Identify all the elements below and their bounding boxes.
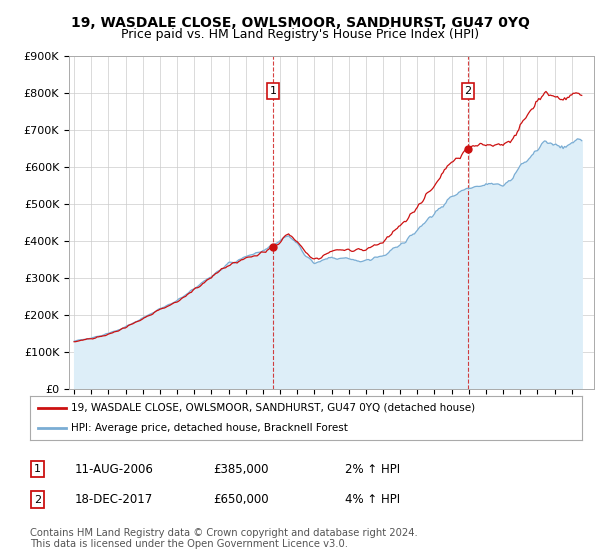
Text: 11-AUG-2006: 11-AUG-2006 bbox=[75, 463, 154, 476]
Text: 4% ↑ HPI: 4% ↑ HPI bbox=[345, 493, 400, 506]
Text: Price paid vs. HM Land Registry's House Price Index (HPI): Price paid vs. HM Land Registry's House … bbox=[121, 28, 479, 41]
Text: 18-DEC-2017: 18-DEC-2017 bbox=[75, 493, 153, 506]
Text: 1: 1 bbox=[34, 464, 41, 474]
Text: £650,000: £650,000 bbox=[213, 493, 269, 506]
Text: £385,000: £385,000 bbox=[213, 463, 269, 476]
Text: 19, WASDALE CLOSE, OWLSMOOR, SANDHURST, GU47 0YQ: 19, WASDALE CLOSE, OWLSMOOR, SANDHURST, … bbox=[71, 16, 529, 30]
Text: HPI: Average price, detached house, Bracknell Forest: HPI: Average price, detached house, Brac… bbox=[71, 423, 348, 433]
Text: 2: 2 bbox=[464, 86, 472, 96]
Text: Contains HM Land Registry data © Crown copyright and database right 2024.
This d: Contains HM Land Registry data © Crown c… bbox=[30, 528, 418, 549]
Text: 1: 1 bbox=[269, 86, 277, 96]
Text: 19, WASDALE CLOSE, OWLSMOOR, SANDHURST, GU47 0YQ (detached house): 19, WASDALE CLOSE, OWLSMOOR, SANDHURST, … bbox=[71, 403, 476, 413]
Text: 2% ↑ HPI: 2% ↑ HPI bbox=[345, 463, 400, 476]
Text: 2: 2 bbox=[34, 494, 41, 505]
